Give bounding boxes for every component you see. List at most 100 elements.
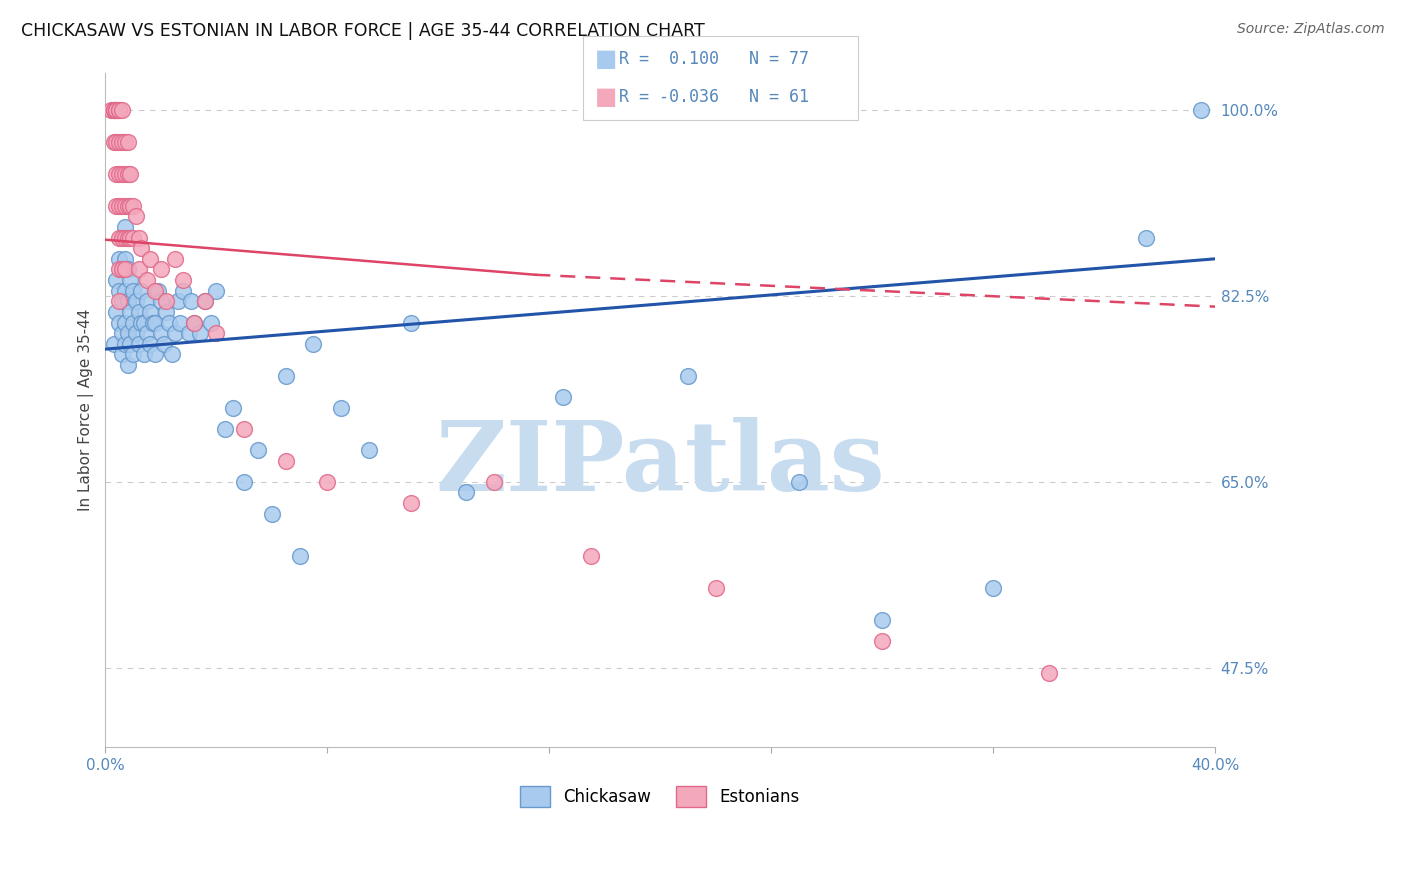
Text: CHICKASAW VS ESTONIAN IN LABOR FORCE | AGE 35-44 CORRELATION CHART: CHICKASAW VS ESTONIAN IN LABOR FORCE | A… (21, 22, 704, 40)
Point (172, 284, 194, 298)
Point (128, 336, 150, 351)
Point (260, 507, 283, 521)
Point (117, 167, 139, 181)
Point (122, 284, 145, 298)
Point (128, 262, 150, 277)
Point (111, 326, 134, 341)
Point (122, 199, 145, 213)
Point (117, 358, 139, 372)
Point (136, 273, 159, 287)
Point (155, 305, 177, 319)
Point (136, 326, 159, 341)
Point (105, 103, 128, 117)
Point (1135, 230, 1157, 244)
Point (111, 294, 134, 309)
Point (117, 262, 139, 277)
Text: R = -0.036   N = 61: R = -0.036 N = 61 (619, 87, 808, 105)
Point (183, 316, 205, 330)
Point (114, 199, 136, 213)
Point (155, 294, 177, 309)
Point (180, 294, 202, 309)
Y-axis label: In Labor Force | Age 35-44: In Labor Force | Age 35-44 (79, 309, 94, 511)
Point (114, 284, 136, 298)
Point (131, 316, 153, 330)
Point (194, 294, 217, 309)
Point (454, 485, 477, 500)
Point (143, 284, 166, 298)
Point (233, 475, 256, 489)
Point (131, 284, 153, 298)
Point (117, 230, 139, 244)
Point (787, 475, 810, 489)
Point (114, 230, 136, 244)
Point (172, 273, 194, 287)
Point (149, 294, 172, 309)
Point (274, 368, 297, 383)
Point (188, 326, 211, 341)
Point (117, 326, 139, 341)
Point (114, 262, 136, 277)
Point (117, 294, 139, 309)
Point (125, 210, 148, 224)
Point (120, 305, 142, 319)
Point (120, 167, 142, 181)
Point (169, 316, 191, 330)
Point (105, 103, 128, 117)
Point (120, 273, 142, 287)
Point (108, 316, 131, 330)
Point (399, 496, 422, 510)
Point (194, 294, 217, 309)
Point (157, 316, 180, 330)
Text: R =  0.100   N = 77: R = 0.100 N = 77 (619, 51, 808, 69)
Text: ■: ■ (595, 47, 617, 71)
Point (214, 422, 236, 436)
Point (981, 581, 1004, 595)
Point (105, 305, 128, 319)
Point (108, 294, 131, 309)
Point (160, 347, 183, 361)
Point (146, 284, 169, 298)
Point (1189, 103, 1212, 117)
Text: ■: ■ (595, 85, 617, 109)
Point (125, 326, 148, 341)
Point (579, 549, 602, 564)
Point (676, 368, 699, 383)
Point (114, 219, 136, 234)
Point (482, 475, 505, 489)
Point (105, 135, 128, 149)
Point (128, 305, 150, 319)
Point (117, 199, 139, 213)
Point (357, 442, 380, 457)
Point (870, 613, 893, 627)
Point (111, 347, 134, 361)
Point (103, 135, 125, 149)
Point (103, 103, 125, 117)
Point (163, 326, 186, 341)
Point (105, 167, 128, 181)
Point (108, 103, 131, 117)
Point (139, 252, 162, 266)
Point (149, 326, 172, 341)
Point (152, 336, 174, 351)
Point (108, 262, 131, 277)
Point (163, 252, 186, 266)
Point (108, 103, 131, 117)
Point (274, 453, 297, 467)
Point (233, 422, 256, 436)
Point (149, 262, 172, 277)
Point (134, 316, 156, 330)
Point (120, 230, 142, 244)
Point (288, 549, 311, 564)
Text: Source: ZipAtlas.com: Source: ZipAtlas.com (1237, 22, 1385, 37)
Point (205, 284, 228, 298)
Point (139, 336, 162, 351)
Point (108, 284, 131, 298)
Point (205, 326, 228, 341)
Point (105, 273, 128, 287)
Point (222, 401, 245, 415)
Point (114, 167, 136, 181)
Point (120, 199, 142, 213)
Legend: Chickasaw, Estonians: Chickasaw, Estonians (513, 780, 807, 814)
Point (111, 230, 134, 244)
Point (111, 103, 134, 117)
